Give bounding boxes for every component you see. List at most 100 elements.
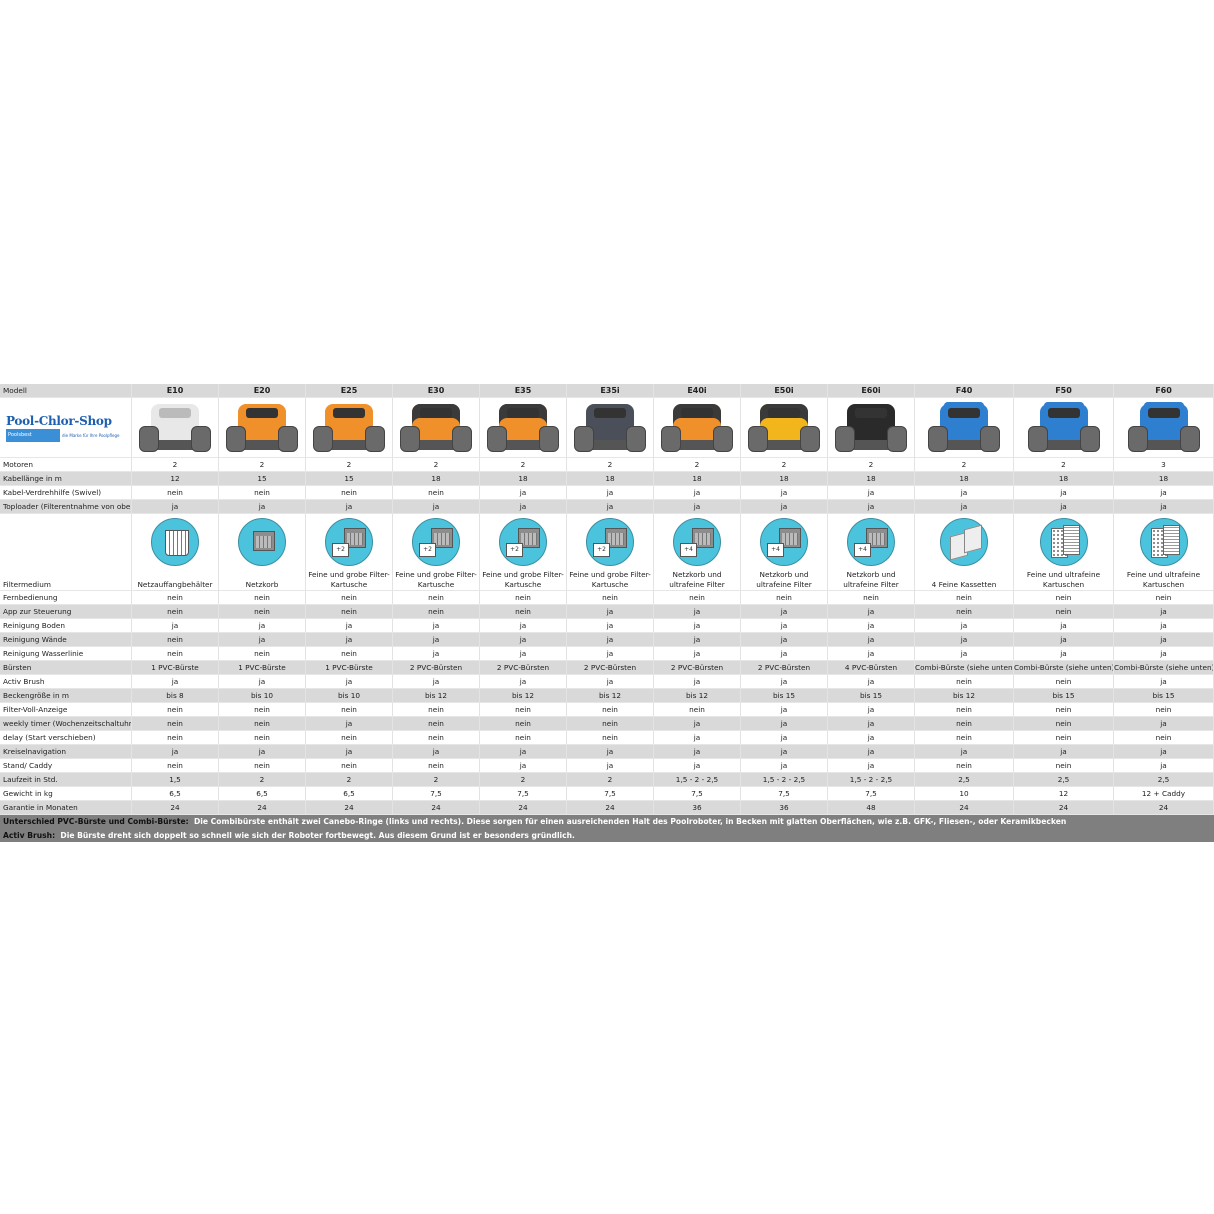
row-value: nein — [1114, 731, 1214, 744]
robot-top — [333, 408, 365, 418]
model-name: E50i — [741, 384, 828, 397]
row-value: 2 — [654, 458, 741, 471]
row-value: nein — [219, 486, 306, 499]
row-value: ja — [1014, 619, 1114, 632]
row-label: App zur Steuerung — [0, 605, 132, 618]
row-value: 2 — [480, 458, 567, 471]
row-value: 2 — [393, 773, 480, 786]
row-value: nein — [1114, 703, 1214, 716]
row-value: nein — [741, 591, 828, 604]
robot-image — [1026, 402, 1102, 454]
row-value: bis 15 — [828, 689, 915, 702]
row-value: ja — [654, 605, 741, 618]
footer-note: Activ Brush: Die Bürste dreht sich doppe… — [0, 828, 1214, 842]
filter-badge: +2 — [593, 543, 610, 557]
table-row: Bürsten 1 PVC-Bürste 1 PVC-Bürste 1 PVC-Bür… — [0, 661, 1214, 675]
row-value: ja — [741, 745, 828, 758]
row-value: ja — [654, 500, 741, 513]
filter-badge: +4 — [854, 543, 871, 557]
robot-image-cell — [480, 398, 567, 458]
row-value: 18 — [915, 472, 1014, 485]
row-label: Garantie in Monaten — [0, 801, 132, 814]
row-value: nein — [480, 703, 567, 716]
row-value: nein — [567, 731, 654, 744]
row-value: ja — [306, 500, 393, 513]
row-value: ja — [480, 500, 567, 513]
row-value: ja — [393, 675, 480, 688]
row-value: ja — [654, 759, 741, 772]
row-value: 2 PVC-Bürsten — [654, 661, 741, 674]
row-label: Stand/ Caddy — [0, 759, 132, 772]
filter-text: Netzkorb und ultrafeine Filter — [843, 570, 899, 589]
robot-image-cell — [567, 398, 654, 458]
row-label: Reinigung Wasserlinie — [0, 647, 132, 660]
row-value: ja — [741, 619, 828, 632]
cartridge-shape — [1062, 525, 1080, 555]
row-value: ja — [1014, 500, 1114, 513]
row-value: 24 — [1114, 801, 1214, 814]
basket-icon — [151, 518, 199, 566]
robot-top — [159, 408, 191, 418]
row-value: 1 PVC-Bürste — [132, 661, 219, 674]
row-value: ja — [915, 486, 1014, 499]
robot-tread — [713, 426, 733, 452]
row-value: ja — [567, 486, 654, 499]
row-value: nein — [828, 591, 915, 604]
robot-tread — [574, 426, 594, 452]
row-value: ja — [132, 500, 219, 513]
row-value: bis 12 — [567, 689, 654, 702]
brand-logo: Pool-Chlor-Shop Poolsbest die Marke für Ih… — [6, 415, 120, 442]
row-label: Reinigung Boden — [0, 619, 132, 632]
model-name: F40 — [915, 384, 1014, 397]
row-value: nein — [480, 731, 567, 744]
box-shape — [253, 531, 275, 551]
filter-text: Netzkorb und ultrafeine Filter — [756, 570, 812, 589]
row-value: Combi-Bürste (siehe unten) — [915, 661, 1014, 674]
logo-text: Pool-Chlor-Shop — [6, 414, 112, 428]
row-value: 18 — [1014, 472, 1114, 485]
row-value: ja — [132, 675, 219, 688]
row-value: ja — [567, 633, 654, 646]
row-value: 7,5 — [741, 787, 828, 800]
row-value: 2 — [480, 773, 567, 786]
row-value: 2 PVC-Bürsten — [567, 661, 654, 674]
row-value: 24 — [393, 801, 480, 814]
robot-top — [1047, 408, 1080, 418]
table-row: weekly timer (Wochenzeitschaltuhr) nein ne… — [0, 717, 1214, 731]
table-row: Garantie in Monaten 24 24 24 24 24 24 36 36 48 24 2… — [0, 801, 1214, 815]
robot-image — [572, 402, 648, 454]
row-value: ja — [1114, 500, 1214, 513]
robot-tread — [1079, 426, 1100, 452]
row-value: ja — [219, 633, 306, 646]
row-value: 2 — [567, 773, 654, 786]
row-label: Fernbedienung — [0, 591, 132, 604]
row-value: ja — [654, 619, 741, 632]
row-value: nein — [306, 591, 393, 604]
row-value: 2 — [393, 458, 480, 471]
row-value: ja — [915, 633, 1014, 646]
row-value: ja — [741, 731, 828, 744]
row-value: Combi-Bürste (siehe unten) — [1014, 661, 1114, 674]
row-value: 18 — [828, 472, 915, 485]
row-value: ja — [1114, 486, 1214, 499]
robot-image-cell — [828, 398, 915, 458]
filter-cell: +4 Netzkorb und ultrafeine Filter — [828, 514, 915, 591]
filter-cell: Feine und ultrafeine Kartuschen — [1114, 514, 1214, 591]
row-value: 1,5 - 2 - 2,5 — [828, 773, 915, 786]
row-value: nein — [132, 605, 219, 618]
model-name: E20 — [219, 384, 306, 397]
model-name: E30 — [393, 384, 480, 397]
robot-tread — [487, 426, 507, 452]
row-label: weekly timer (Wochenzeitschaltuhr) — [0, 717, 132, 730]
filter-text: Feine und ultrafeine Kartuschen — [1126, 570, 1201, 589]
row-value: nein — [915, 703, 1014, 716]
model-name: E25 — [306, 384, 393, 397]
robot-tread — [1179, 426, 1200, 452]
robot-image — [833, 402, 909, 454]
header-row: Modell E10 E20 E25 E30 E35 E35i E40i E50i E60i F40… — [0, 384, 1214, 398]
robot-image — [659, 402, 735, 454]
row-label: Motoren — [0, 458, 132, 471]
robot-tread — [1027, 426, 1048, 452]
robot-image — [926, 402, 1002, 454]
row-value: nein — [132, 731, 219, 744]
